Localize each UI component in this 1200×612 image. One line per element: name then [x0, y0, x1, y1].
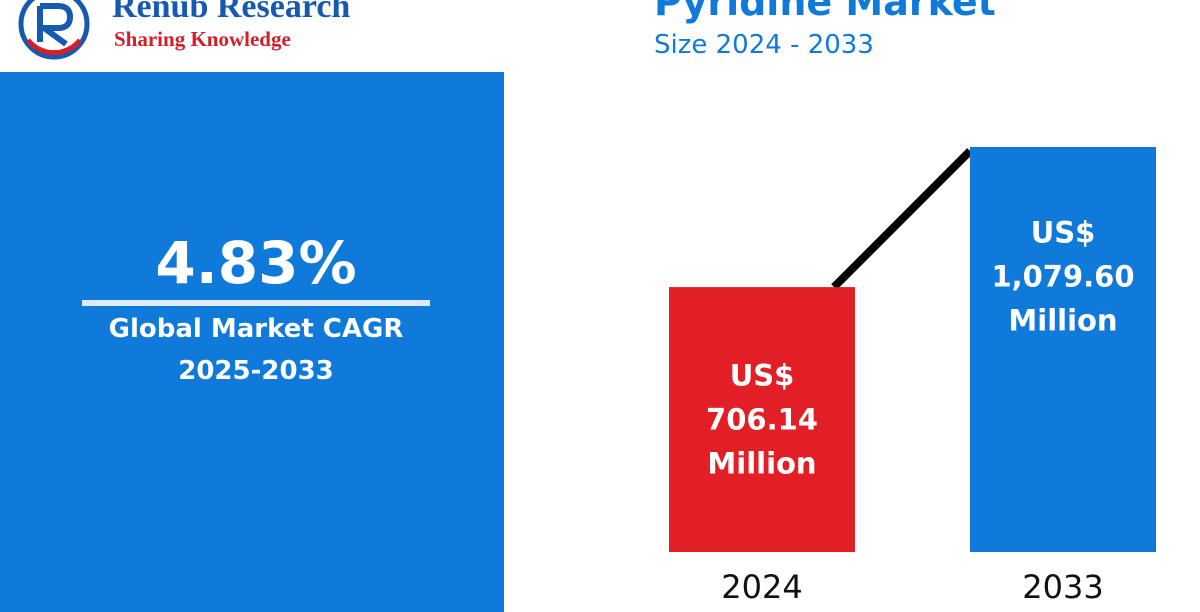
cagr-value: 4.83% — [155, 229, 357, 297]
cagr-divider — [82, 300, 430, 306]
bar-data-label: US$ — [730, 359, 795, 393]
company-logo: Renub Research Sharing Knowledge — [14, 0, 394, 64]
cagr-period: 2025-2033 — [178, 356, 334, 386]
x-tick-label: 2033 — [1022, 568, 1103, 606]
bar-data-label: Million — [707, 447, 816, 481]
logo-name: Renub Research — [112, 0, 351, 25]
cagr-label: Global Market CAGR — [108, 314, 404, 344]
bar-data-label: US$ — [1031, 216, 1096, 250]
bar-2024 — [669, 287, 855, 552]
trend-line — [831, 148, 973, 290]
logo-tagline: Sharing Knowledge — [114, 27, 291, 51]
bar-data-label: 1,079.60 — [991, 260, 1134, 294]
bar-data-label: 706.14 — [706, 403, 818, 437]
renub-logo-icon — [18, 0, 90, 60]
bar-2033 — [970, 147, 1156, 552]
cagr-panel: 4.83% Global Market CAGR 2025-2033 — [0, 72, 504, 612]
chart-subtitle: Size 2024 - 2033 — [654, 30, 874, 60]
chart-title: Pyridine Market — [654, 0, 996, 24]
x-tick-label: 2024 — [721, 568, 802, 606]
bar-data-label: Million — [1008, 304, 1117, 338]
